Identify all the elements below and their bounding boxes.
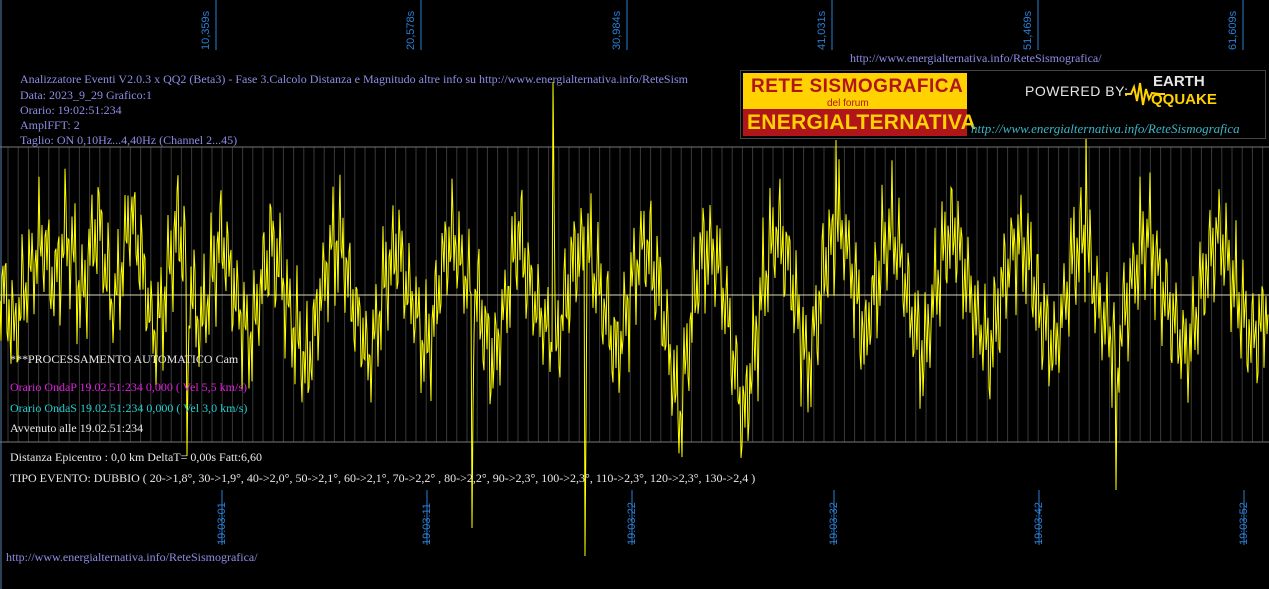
rete-sismografica-banner: RETE SISMOGRAFICA del forum ENERGIALTERN… xyxy=(740,70,1266,139)
bottom-tick-label: 19:03:52 xyxy=(1238,502,1250,545)
onda-s-line: Orario OndaS 19.02.51:234 0,000 ( Vel 3,… xyxy=(10,401,248,415)
top-tick-label: 10,359s xyxy=(200,10,212,50)
banner-title: RETE SISMOGRAFICA xyxy=(751,76,964,97)
filter-line: Taglio: ON 0,10Hz...4,40Hz (Channel 2...… xyxy=(20,133,238,147)
earthquake-logo-top: EARTH xyxy=(1153,73,1205,90)
powered-by-label: POWERED BY: xyxy=(1025,83,1129,99)
bottom-url-link[interactable]: http://www.energialternativa.info/ReteSi… xyxy=(6,550,258,564)
banner-url-link[interactable]: http://www.energialternativa.info/ReteSi… xyxy=(971,121,1240,136)
bottom-tick-label: 19:03:32 xyxy=(828,502,840,545)
analyzer-title: Analizzatore Eventi V2.0.3 x QQ2 (Beta3)… xyxy=(20,72,688,86)
date-line: Data: 2023_9_29 Grafico:1 xyxy=(20,88,152,102)
top-tick-label: 20,578s xyxy=(405,10,417,50)
top-tick-label: 30,984s xyxy=(611,10,623,50)
seismic-trace xyxy=(0,81,1269,557)
processing-title: ***PROCESSAMENTO AUTOMATICO Cam xyxy=(10,352,239,366)
time-line: Orario: 19:02:51:234 xyxy=(20,103,122,117)
bottom-tick-label: 19:03:11 xyxy=(421,502,433,545)
amplfft-line: AmplFFT: 2 xyxy=(20,118,80,132)
earthquake-wave-icon xyxy=(1125,82,1165,106)
top-tick-label: 61,609s xyxy=(1227,10,1239,50)
banner-subtitle: del forum xyxy=(827,98,869,109)
top-url-link[interactable]: http://www.energialternativa.info/ReteSi… xyxy=(850,51,1102,65)
onda-p-line: Orario OndaP 19.02.51:234 0,000 ( Vel 5,… xyxy=(10,380,247,394)
earthquake-logo-bottom: QQUAKE xyxy=(1151,91,1217,108)
bottom-tick-label: 19:03:01 xyxy=(216,502,228,545)
bottom-tick-label: 19:03:22 xyxy=(626,502,638,545)
epicenter-distance-line: Distanza Epicentro : 0,0 km DeltaT= 0,00… xyxy=(10,450,263,464)
occurred-at-line: Avvenuto alle 19.02.51:234 xyxy=(10,421,144,435)
bottom-tick-label: 19:03:42 xyxy=(1033,502,1045,545)
top-tick-label: 41,031s xyxy=(816,10,828,50)
event-type-line: TIPO EVENTO: DUBBIO ( 20->1,8°, 30->1,9°… xyxy=(10,471,756,485)
banner-brand: ENERGIALTERNATIVA xyxy=(747,111,977,134)
top-tick-label: 51,469s xyxy=(1022,10,1034,50)
